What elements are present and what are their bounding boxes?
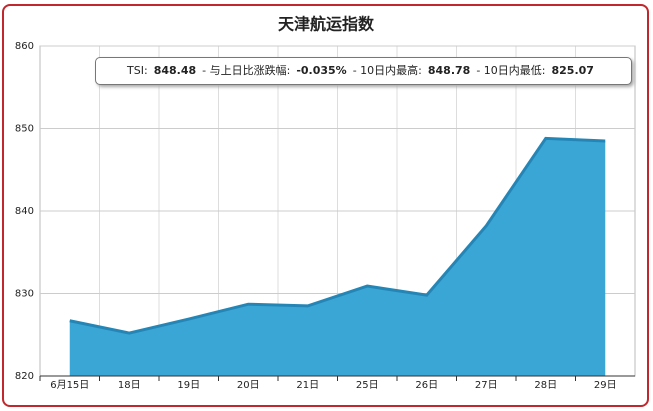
tooltip-label: TSI: <box>127 64 148 77</box>
x-tick-label: 25日 <box>356 380 379 391</box>
tooltip-value: -0.035% <box>296 64 347 77</box>
x-tick-label: 21日 <box>296 380 319 391</box>
y-tick-label: 830 <box>15 289 34 300</box>
y-tick-label: 860 <box>15 41 34 52</box>
y-tick-label: 820 <box>15 371 34 382</box>
tooltip-value: 848.48 <box>153 64 197 77</box>
x-tick-label: 18日 <box>118 380 141 391</box>
tooltip-label: - 与上日比涨跌幅: <box>202 64 291 77</box>
x-tick-label: 28日 <box>534 380 557 391</box>
x-tick-label: 26日 <box>415 380 438 391</box>
y-tick-label: 850 <box>15 124 34 135</box>
x-tick-label: 29日 <box>594 380 617 391</box>
x-tick-label: 19日 <box>177 380 200 391</box>
x-tick-label: 20日 <box>237 380 260 391</box>
line <box>69 136 606 335</box>
tooltip-label: - 10日内最高: <box>352 64 422 77</box>
x-tick-label: 6月15日 <box>50 379 89 391</box>
tooltip-value: 848.78 <box>427 64 471 77</box>
tooltip-label: - 10日内最低: <box>476 64 546 77</box>
tooltip: TSI: 848.48 - 与上日比涨跌幅: -0.035% - 10日内最高: 848.… <box>95 57 632 85</box>
x-tick-label: 27日 <box>475 380 498 391</box>
tooltip-value: 825.07 <box>551 64 594 77</box>
frame <box>2 4 649 407</box>
chart-title: 天津航运指数 <box>278 15 375 34</box>
y-tick-label: 840 <box>15 206 34 217</box>
